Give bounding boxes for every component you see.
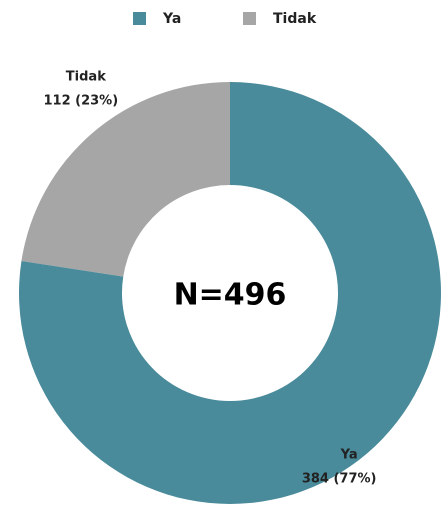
data-label-value: 384 (77%) — [302, 471, 377, 486]
slice — [21, 82, 231, 277]
legend-swatch — [133, 12, 146, 25]
legend-label: Ya — [162, 11, 181, 27]
legend-label: Tidak — [273, 11, 317, 27]
slice — [19, 82, 441, 504]
data-label-name: Tidak — [66, 70, 106, 85]
center-label: N=496 — [174, 278, 287, 313]
legend-swatch — [243, 12, 256, 25]
data-label-name: Ya — [340, 447, 358, 462]
data-label-value: 112 (23%) — [43, 94, 118, 109]
